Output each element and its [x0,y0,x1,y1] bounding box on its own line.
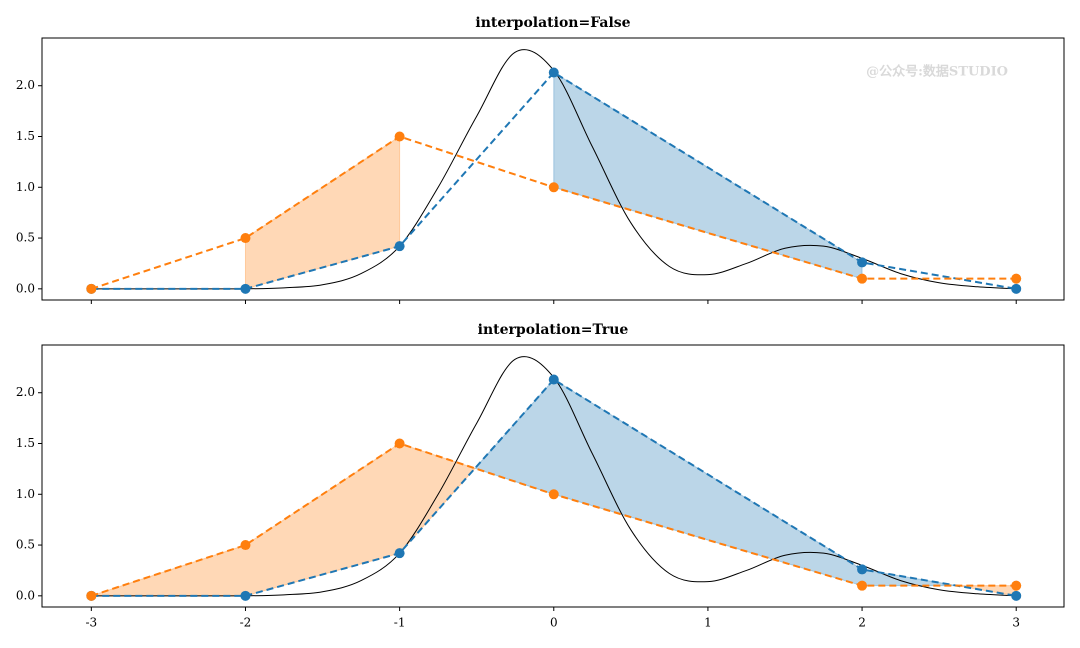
point [857,580,868,591]
axes-frame [41,344,1065,608]
axes-frame [41,37,1065,301]
point [86,283,97,294]
fill-area [474,378,958,587]
point [857,564,868,575]
y-tick-label: 1.0 [16,487,35,501]
y-tick-label: 0.0 [16,281,35,295]
point [548,67,559,78]
x-tick-label: 2 [858,616,866,630]
fill-area [91,442,476,597]
x-tick-label: 3 [1012,616,1020,630]
point [240,540,251,551]
point [240,590,251,601]
x-tick-label: 0 [550,616,558,630]
x-tick-label: -3 [85,616,97,630]
chart-title: interpolation=True [478,322,629,338]
point [857,273,868,284]
y-tick-label: 0.5 [16,538,35,552]
point [1011,580,1022,591]
point [1011,273,1022,284]
point [548,182,559,193]
series-line [91,378,1017,597]
point [1011,283,1022,294]
y-tick-label: 1.5 [16,129,35,143]
point [548,489,559,500]
y-tick-label: 2.0 [16,78,35,92]
point [240,233,251,244]
point [86,590,97,601]
point [857,257,868,268]
point [394,131,405,142]
x-tick-label: -2 [240,616,252,630]
y-tick-label: 0.5 [16,231,35,245]
fill-area [244,135,401,290]
point [394,438,405,449]
watermark: @公众号:数据STUDIO [866,64,1008,80]
point [394,241,405,252]
series-line [91,71,1017,290]
point [240,283,251,294]
y-tick-label: 0.0 [16,588,35,602]
y-tick-label: 2.0 [16,385,35,399]
series-line [91,135,1017,290]
chart-title: interpolation=False [475,15,630,31]
x-tick-label: -1 [394,616,406,630]
y-tick-label: 1.5 [16,436,35,450]
fill-area [553,71,863,280]
series-line [91,442,1017,597]
x-tick-label: 1 [704,616,712,630]
point [394,548,405,559]
y-tick-label: 1.0 [16,180,35,194]
point [548,374,559,385]
point [1011,590,1022,601]
